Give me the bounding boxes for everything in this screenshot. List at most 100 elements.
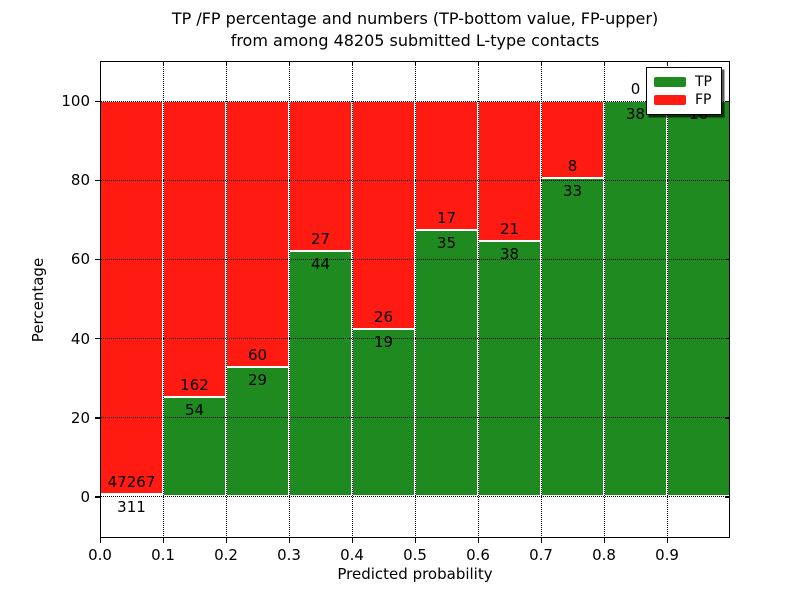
x-tick-label: 0.3 (277, 546, 301, 564)
x-tick-label: 0.8 (592, 546, 616, 564)
x-tick-mark-top (541, 61, 543, 66)
x-tick-mark (352, 538, 354, 543)
y-tick-mark-right (725, 179, 730, 182)
bar-segment-tp (163, 397, 226, 497)
bar-segment-fp (352, 100, 415, 330)
legend-swatch-tp (654, 77, 686, 87)
gridline-vertical (163, 61, 164, 538)
legend-swatch-fp (654, 95, 686, 105)
bar-segment-tp (478, 241, 541, 497)
y-tick-mark-right (725, 258, 730, 261)
x-tick-mark-top (226, 61, 228, 66)
gridline-vertical (604, 61, 605, 538)
bar-segment-fp (289, 100, 352, 252)
y-tick-label: 80 (70, 171, 90, 190)
bar-segment-fp (100, 100, 163, 494)
legend-label: TP (695, 74, 712, 90)
x-tick-mark (289, 538, 291, 543)
fp-count-label: 27 (310, 230, 331, 249)
fp-count-label: 21 (499, 220, 520, 239)
x-tick-label: 0.4 (340, 546, 364, 564)
chart-title-line2: from among 48205 submitted L-type contac… (230, 31, 600, 50)
tp-count-label: 54 (184, 401, 205, 420)
gridline-vertical (478, 61, 479, 538)
gridline-vertical (352, 61, 353, 538)
fp-count-label: 26 (373, 308, 394, 327)
tp-count-label: 311 (117, 497, 146, 516)
x-tick-mark (478, 538, 480, 543)
tp-count-label: 35 (436, 233, 457, 252)
gridline-vertical (667, 61, 668, 538)
tp-count-label: 38 (625, 104, 646, 123)
tp-count-label: 44 (310, 255, 331, 274)
y-tick-mark (95, 417, 100, 419)
x-tick-mark (163, 538, 165, 543)
y-tick-mark-right (725, 338, 730, 340)
x-tick-label: 0.5 (403, 546, 427, 564)
bar-segment-fp (415, 100, 478, 230)
x-tick-label: 0.6 (466, 546, 490, 564)
x-tick-mark (541, 538, 543, 543)
y-tick-label: 60 (70, 250, 90, 269)
chart-title-line1: TP /FP percentage and numbers (TP-bottom… (171, 9, 659, 28)
tp-count-label: 38 (499, 245, 520, 264)
tp-count-label: 19 (373, 333, 394, 352)
x-tick-mark-top (478, 61, 480, 66)
x-tick-mark (100, 538, 102, 543)
bar-segment-tp (415, 229, 478, 497)
fp-count-label: 162 (180, 376, 209, 395)
bar-segment-tp (352, 329, 415, 497)
y-tick-mark (95, 338, 100, 340)
y-tick-label: 40 (70, 329, 90, 348)
y-tick-mark-right (725, 100, 730, 102)
bar-segment-fp (163, 100, 226, 398)
x-tick-mark (415, 538, 417, 543)
x-tick-mark (604, 538, 606, 543)
y-tick-label: 100 (61, 92, 90, 111)
y-tick-mark (95, 496, 100, 498)
x-tick-mark-top (100, 61, 102, 66)
y-tick-mark (95, 100, 100, 102)
bar-segment-tp (226, 367, 289, 497)
bar-segment-tp (604, 100, 667, 497)
tp-count-label: 29 (247, 371, 268, 390)
x-tick-mark-top (667, 61, 669, 66)
bar-segment-tp (667, 100, 730, 497)
x-tick-mark-top (604, 61, 606, 66)
legend: TP FP (646, 67, 722, 115)
x-tick-mark-top (415, 61, 417, 66)
legend-entry-tp: TP (654, 73, 712, 91)
y-tick-mark-right (725, 496, 730, 498)
x-tick-label: 0.1 (151, 546, 175, 564)
gridline-vertical (289, 61, 290, 538)
x-tick-label: 0.9 (655, 546, 679, 564)
tp-count-label: 33 (562, 181, 583, 200)
fp-count-label: 47267 (107, 472, 156, 491)
gridline-vertical (226, 61, 227, 538)
fp-count-label: 60 (247, 346, 268, 365)
x-tick-mark (226, 538, 228, 543)
x-tick-label: 0.2 (214, 546, 238, 564)
bar-segment-tp (289, 251, 352, 497)
x-tick-mark-top (289, 61, 291, 66)
x-tick-mark (667, 538, 669, 543)
legend-label: FP (695, 92, 712, 108)
fp-count-label: 8 (567, 156, 578, 175)
y-tick-mark (95, 179, 100, 182)
y-tick-mark-right (725, 417, 730, 419)
x-tick-label: 0.0 (88, 546, 112, 564)
x-axis-label: Predicted probability (337, 565, 493, 583)
legend-entry-fp: FP (654, 91, 712, 109)
y-axis-label: Percentage (29, 257, 47, 343)
bar-segment-fp (226, 100, 289, 368)
y-tick-label: 20 (70, 408, 90, 427)
y-tick-mark (95, 258, 100, 261)
fp-count-label: 17 (436, 208, 457, 227)
x-tick-mark-top (352, 61, 354, 66)
y-tick-label: 0 (80, 487, 90, 506)
fp-count-label: 0 (630, 79, 641, 98)
gridline-vertical (415, 61, 416, 538)
gridline-vertical (541, 61, 542, 538)
chart-title: TP /FP percentage and numbers (TP-bottom… (100, 8, 730, 52)
